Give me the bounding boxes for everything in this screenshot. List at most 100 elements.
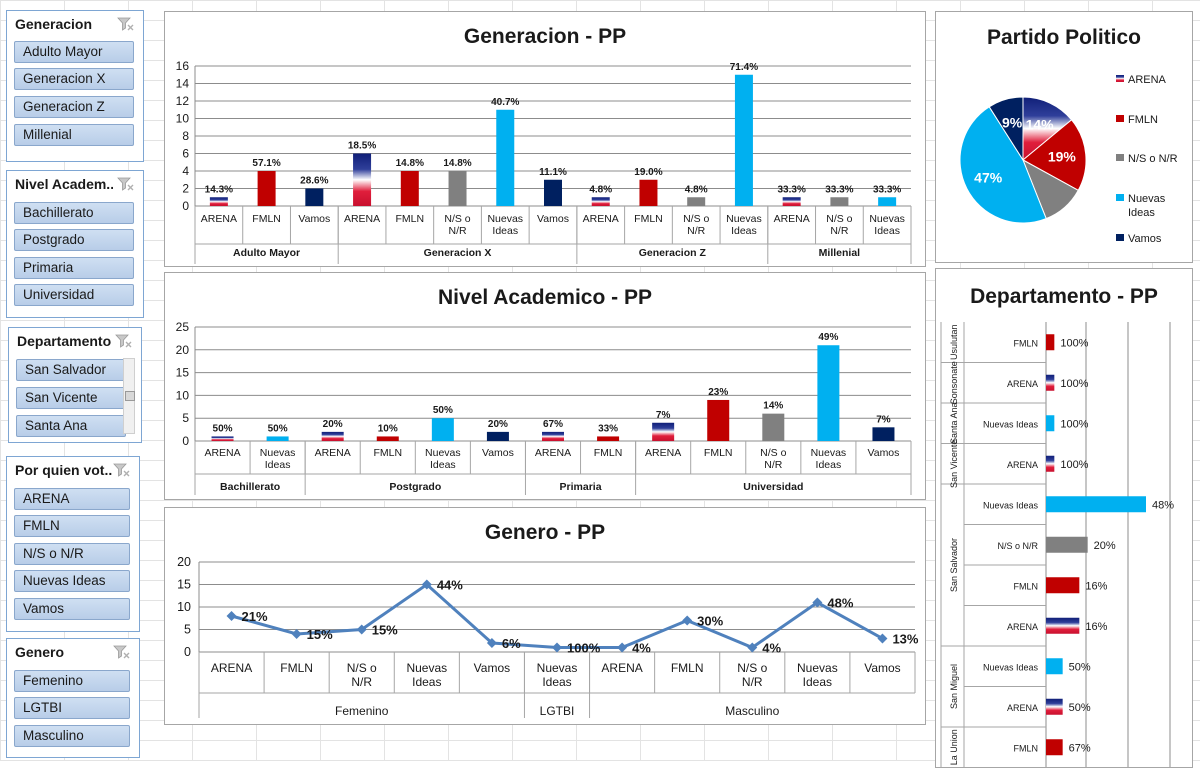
- slicer-item[interactable]: Generacion Z: [14, 96, 134, 118]
- bar-nuevas: [431, 418, 454, 441]
- legend-swatch-fmln: [1116, 115, 1124, 122]
- data-label: 16%: [1085, 621, 1107, 633]
- data-point-marker: [486, 638, 497, 648]
- clear-filter-icon[interactable]: [117, 176, 135, 192]
- category-label: ARENA: [201, 213, 237, 225]
- category-label: Ideas: [542, 675, 571, 689]
- group-label: LGTBI: [540, 704, 575, 718]
- slicer-item[interactable]: Generacion X: [14, 68, 134, 90]
- y-tick-label: 16: [176, 59, 190, 73]
- data-label: 6%: [502, 636, 521, 651]
- data-label: 14.8%: [443, 158, 471, 169]
- clear-filter-icon[interactable]: [117, 16, 135, 32]
- bar-arena: [591, 197, 610, 206]
- slicer-title: Genero: [15, 644, 65, 660]
- category-label: Ideas: [731, 225, 757, 237]
- data-label: 49%: [818, 332, 838, 343]
- clear-filter-icon[interactable]: [115, 333, 133, 349]
- bar-arena: [1046, 374, 1055, 391]
- scrollbar-thumb[interactable]: [125, 391, 135, 401]
- chart-title: Genero - PP: [484, 521, 606, 544]
- slicer-item[interactable]: Santa Ana: [16, 415, 126, 437]
- category-label: ARENA: [1007, 460, 1038, 470]
- category-label: FMLN: [280, 661, 313, 675]
- slicer-item[interactable]: Masculino: [14, 725, 130, 747]
- slicer-title: Por quien vot...: [15, 462, 113, 478]
- y-tick-label: 10: [176, 388, 190, 402]
- y-tick-label: 25: [176, 320, 190, 334]
- data-label: 50%: [1069, 702, 1091, 714]
- chart-generacion: 0 2 4 6 8 10 12 14 16 14.3% ARENA 57.1% FMLN 28.6% Vam…: [176, 59, 912, 264]
- data-label: 7%: [656, 410, 671, 421]
- data-label: 15%: [372, 623, 398, 638]
- category-label: Vamos: [864, 661, 900, 675]
- bar-nuevas: [496, 109, 515, 206]
- slicer-item[interactable]: N/S o N/R: [14, 543, 130, 565]
- category-label: N/S o: [826, 213, 852, 225]
- data-point-marker: [747, 642, 758, 653]
- slicer-item[interactable]: Nuevas Ideas: [14, 570, 130, 592]
- data-point-marker: [812, 597, 823, 608]
- slicer-item[interactable]: Femenino: [14, 670, 130, 692]
- category-label: FMLN: [1014, 743, 1039, 753]
- slicer-item[interactable]: San Vicente: [16, 387, 126, 409]
- category-label: Nuevas: [487, 213, 523, 225]
- group-label: Generacion Z: [639, 247, 707, 259]
- data-point-marker: [291, 629, 302, 639]
- data-point-marker: [552, 642, 562, 653]
- data-label: 44%: [437, 578, 463, 593]
- slicer-item[interactable]: San Salvador: [16, 359, 126, 381]
- chart-genero-panel: Genero - PP 0 5 10 15 20 ARENA FMLN N/S o N/R Nue…: [164, 507, 926, 725]
- slicer-item[interactable]: Universidad: [14, 284, 134, 306]
- slicer-item[interactable]: LGTBI: [14, 697, 130, 719]
- chart-partido-politico: 14% 19% 47% 9% ARENA FMLN N/S o N/R Nuevas Ideas…: [959, 74, 1178, 245]
- legend-label: Nuevas: [1128, 193, 1166, 205]
- slicer-item[interactable]: Vamos: [14, 598, 130, 620]
- slicer-item[interactable]: Adulto Mayor: [14, 41, 134, 63]
- category-label: N/R: [687, 225, 706, 237]
- group-label: Generacion X: [424, 247, 492, 259]
- slicer-item[interactable]: Primaria: [14, 257, 134, 279]
- group-label: Femenino: [335, 704, 389, 718]
- category-label: Nuevas: [425, 447, 461, 459]
- category-label: Nuevas: [726, 213, 762, 225]
- bar-vamos: [544, 179, 562, 206]
- data-label: 33.3%: [825, 184, 853, 195]
- category-label: ARENA: [344, 213, 380, 225]
- slicer-item[interactable]: ARENA: [14, 488, 130, 510]
- legend-swatch-arena: [1116, 75, 1124, 82]
- category-label: ARENA: [601, 661, 642, 675]
- pie-slice-nuevas: [959, 106, 1047, 224]
- category-label: Nuevas Ideas: [983, 500, 1039, 510]
- group-label: Millenial: [819, 247, 861, 259]
- data-label: 28.6%: [300, 176, 328, 187]
- slicer-scrollbar[interactable]: [123, 358, 135, 434]
- bar-fmln: [597, 436, 620, 441]
- category-label: N/S o: [444, 213, 470, 225]
- clear-filter-icon[interactable]: [113, 462, 131, 478]
- slicer-item[interactable]: FMLN: [14, 515, 130, 537]
- category-label: Nuevas: [811, 447, 847, 459]
- clear-filter-icon[interactable]: [113, 644, 131, 660]
- bar-arena: [1046, 698, 1063, 715]
- data-point-marker: [682, 615, 693, 626]
- slicer-item[interactable]: Millenial: [14, 124, 134, 146]
- group-label: San Salvador: [949, 538, 959, 592]
- data-label: 13%: [892, 632, 918, 647]
- slicer-item[interactable]: Postgrado: [14, 229, 134, 251]
- category-label: FMLN: [704, 447, 733, 459]
- slicer-item[interactable]: Bachillerato: [14, 202, 134, 224]
- data-label: 100%: [567, 641, 601, 656]
- category-label: FMLN: [396, 213, 425, 225]
- data-label: 4%: [762, 641, 781, 656]
- data-label: 100%: [1060, 378, 1088, 390]
- y-tick-label: 5: [182, 411, 189, 425]
- data-label: 18.5%: [348, 141, 376, 152]
- pie-slice-fmln: [1022, 119, 1087, 192]
- data-label: 14.3%: [205, 184, 233, 195]
- category-label: ARENA: [535, 447, 571, 459]
- category-label: ARENA: [645, 447, 681, 459]
- group-label: San Vicente: [949, 440, 959, 488]
- slice-label: 19%: [1048, 148, 1077, 164]
